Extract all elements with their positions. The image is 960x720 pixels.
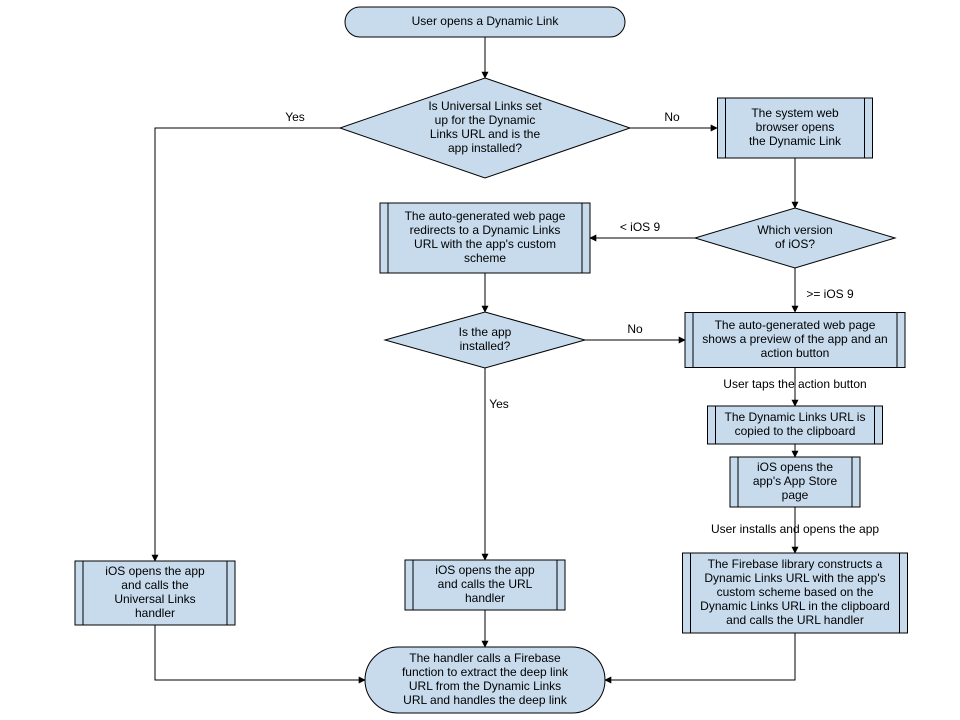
svg-text:action button: action button xyxy=(761,346,830,360)
node-p_browser: The system webbrowser opensthe Dynamic L… xyxy=(718,98,873,158)
svg-text:iOS opens the app: iOS opens the app xyxy=(105,564,205,578)
svg-text:and calls the: and calls the xyxy=(121,578,189,592)
edge-p_preview-to-p_clipboard: User taps the action button xyxy=(723,368,866,406)
svg-text:Is the app: Is the app xyxy=(459,325,512,339)
flowchart-canvas: Yes No < iOS 9 >= iOS 9 No Yes User taps the a… xyxy=(0,0,960,720)
svg-text:iOS opens the app: iOS opens the app xyxy=(435,563,535,577)
svg-text:handler: handler xyxy=(135,606,175,620)
svg-text:Dynamic Links URL with the app: Dynamic Links URL with the app's xyxy=(704,571,885,585)
edge-d_universal-to-p_browser: No xyxy=(630,110,717,128)
edge-label: < iOS 9 xyxy=(620,220,661,234)
nodes-layer: User opens a Dynamic Link Is Universal Li… xyxy=(75,7,908,713)
node-d_ios: Which versionof iOS? xyxy=(695,208,895,268)
svg-text:and calls the URL handler: and calls the URL handler xyxy=(726,613,864,627)
svg-text:Links URL and is the: Links URL and is the xyxy=(430,127,541,141)
edge-label: User taps the action button xyxy=(723,377,866,391)
svg-text:The auto-generated web page: The auto-generated web page xyxy=(715,318,876,332)
svg-text:The system web: The system web xyxy=(751,106,839,120)
svg-text:Which version: Which version xyxy=(757,223,832,237)
edge-d_ios-to-p_preview: >= iOS 9 xyxy=(795,268,854,312)
svg-text:The handler calls a Firebase: The handler calls a Firebase xyxy=(409,651,561,665)
node-d_universal: Is Universal Links setup for the Dynamic… xyxy=(340,78,630,178)
svg-text:app's App Store: app's App Store xyxy=(753,474,838,488)
edge-p_univhandler-to-end xyxy=(155,625,365,680)
svg-text:installed?: installed? xyxy=(460,339,511,353)
svg-text:the Dynamic Link: the Dynamic Link xyxy=(749,134,842,148)
svg-text:copied to the clipboard: copied to the clipboard xyxy=(735,424,856,438)
node-p_appstore: iOS opens theapp's App Storepage xyxy=(730,457,860,507)
svg-text:The auto-generated web page: The auto-generated web page xyxy=(405,209,566,223)
svg-text:shows a preview of the app and: shows a preview of the app and an xyxy=(702,332,887,346)
node-p_redirect: The auto-generated web pageredirects to … xyxy=(380,203,590,273)
edge-label: Yes xyxy=(489,397,509,411)
node-start: User opens a Dynamic Link xyxy=(345,7,625,37)
svg-text:Dynamic Links URL in the clipb: Dynamic Links URL in the clipboard xyxy=(700,599,890,613)
svg-text:User opens a Dynamic Link: User opens a Dynamic Link xyxy=(412,14,560,28)
edge-d_universal-to-p_univhandler: Yes xyxy=(155,110,340,561)
svg-text:up for the Dynamic: up for the Dynamic xyxy=(435,113,536,127)
svg-text:of iOS?: of iOS? xyxy=(775,237,815,251)
edge-d_installed-to-p_preview: No xyxy=(585,322,685,340)
node-p_preview: The auto-generated web pageshows a previ… xyxy=(685,313,905,368)
svg-text:and calls the URL: and calls the URL xyxy=(438,577,533,591)
edge-label: >= iOS 9 xyxy=(806,287,854,301)
svg-text:Is Universal Links set: Is Universal Links set xyxy=(428,99,542,113)
svg-text:iOS opens the: iOS opens the xyxy=(757,460,833,474)
svg-text:URL from the Dynamic Links: URL from the Dynamic Links xyxy=(409,679,561,693)
edge-label: No xyxy=(664,110,680,124)
svg-text:Universal Links: Universal Links xyxy=(114,592,195,606)
node-p_univhandler: iOS opens the appand calls theUniversal … xyxy=(75,561,235,625)
node-d_installed: Is the appinstalled? xyxy=(385,312,585,368)
svg-text:page: page xyxy=(782,488,809,502)
svg-text:function to extract the deep l: function to extract the deep link xyxy=(402,665,569,679)
edge-p_firebase-to-end xyxy=(605,633,795,680)
edge-label: No xyxy=(627,322,643,336)
svg-text:URL with the app's custom: URL with the app's custom xyxy=(414,237,556,251)
svg-text:The Dynamic Links URL is: The Dynamic Links URL is xyxy=(725,410,866,424)
node-p_clipboard: The Dynamic Links URL iscopied to the cl… xyxy=(708,406,883,444)
edge-d_ios-to-p_redirect: < iOS 9 xyxy=(590,220,695,238)
node-end: The handler calls a Firebasefunction to … xyxy=(365,647,605,713)
svg-text:URL and handles the deep link: URL and handles the deep link xyxy=(403,693,568,707)
svg-text:app installed?: app installed? xyxy=(448,141,522,155)
edge-d_installed-to-p_urlhandler: Yes xyxy=(485,368,509,560)
node-p_urlhandler: iOS opens the appand calls the URLhandle… xyxy=(405,560,565,610)
edge-label: User installs and opens the app xyxy=(711,522,879,536)
svg-text:browser opens: browser opens xyxy=(756,120,835,134)
svg-text:The Firebase library construct: The Firebase library constructs a xyxy=(708,557,883,571)
svg-text:redirects to a Dynamic Links: redirects to a Dynamic Links xyxy=(410,223,561,237)
edge-p_appstore-to-p_firebase: User installs and opens the app xyxy=(711,507,879,553)
svg-text:custom scheme based on the: custom scheme based on the xyxy=(717,585,874,599)
edge-label: Yes xyxy=(285,110,305,124)
svg-text:handler: handler xyxy=(465,591,505,605)
node-p_firebase: The Firebase library constructs aDynamic… xyxy=(683,553,908,633)
svg-text:scheme: scheme xyxy=(464,251,506,265)
